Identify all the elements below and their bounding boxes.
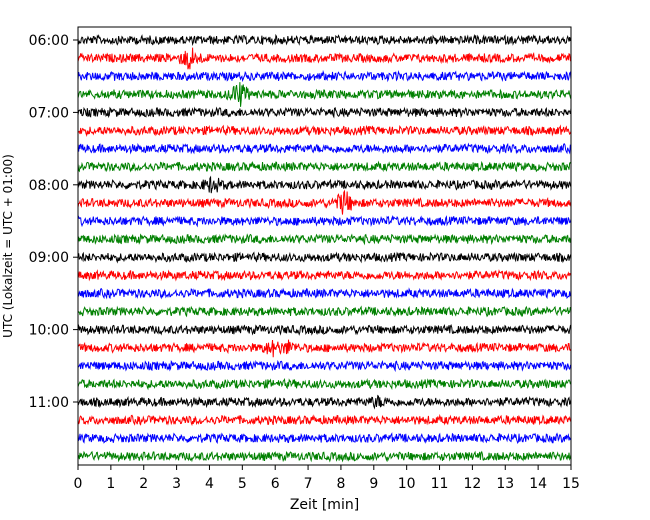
y-tick-label: 06:00: [29, 33, 69, 49]
y-tick-label: 08:00: [29, 178, 69, 194]
trace-line: [77, 142, 572, 155]
x-tick-label: 4: [205, 476, 214, 492]
trace-line: [77, 394, 572, 410]
x-tick-label: 9: [369, 476, 378, 492]
trace-line: [77, 233, 572, 246]
trace-line: [77, 378, 572, 391]
trace-line: [77, 124, 572, 137]
x-axis: 0 1 2 3 4 5 6 7 8 9 10 11 12 13 14 15: [74, 465, 580, 492]
trace-line: [77, 413, 572, 427]
trace-line: [77, 359, 572, 373]
x-tick-label: 5: [238, 476, 247, 492]
trace-line: [77, 214, 572, 228]
trace-line: [77, 251, 572, 264]
x-tick-label: 1: [106, 476, 115, 492]
y-axis: 06:00 07:00 08:00 09:00 10:00 11:00: [29, 33, 78, 411]
x-tick-label: 12: [463, 476, 481, 492]
x-tick-label: 6: [271, 476, 280, 492]
x-tick-label: 2: [139, 476, 148, 492]
x-tick-label: 10: [398, 476, 416, 492]
x-tick-label: 3: [172, 476, 181, 492]
trace-line: [77, 305, 572, 318]
trace-line: [77, 189, 572, 215]
x-tick-label: 11: [431, 476, 449, 492]
x-tick-label: 7: [304, 476, 313, 492]
y-tick-label: 07:00: [29, 105, 69, 121]
x-tick-label: 8: [336, 476, 345, 492]
trace-line: [77, 69, 572, 83]
trace-line: [77, 432, 572, 445]
x-tick-label: 14: [529, 476, 547, 492]
plot-frame: [77, 26, 572, 466]
trace-line: [77, 175, 572, 194]
y-tick-label: 10:00: [29, 323, 69, 339]
trace-line: [77, 160, 572, 173]
y-tick-label: 09:00: [29, 250, 69, 266]
trace-line: [77, 339, 572, 358]
trace-line: [77, 287, 572, 300]
trace-line: [77, 450, 572, 463]
y-axis-label: UTC (Lokalzeit = UTC + 01:00): [1, 154, 15, 338]
x-tick-label: 13: [496, 476, 514, 492]
x-tick-label: 15: [562, 476, 580, 492]
trace-line: [77, 82, 572, 107]
trace-line: [77, 106, 572, 119]
trace-line: [77, 323, 572, 336]
trace-group: [77, 33, 572, 463]
trace-line: [77, 269, 572, 282]
y-tick-label: 11:00: [29, 395, 69, 411]
x-axis-label: Zeit [min]: [290, 497, 359, 513]
x-tick-label: 0: [74, 476, 83, 492]
trace-line: [77, 33, 572, 47]
trace-line: [77, 47, 572, 70]
